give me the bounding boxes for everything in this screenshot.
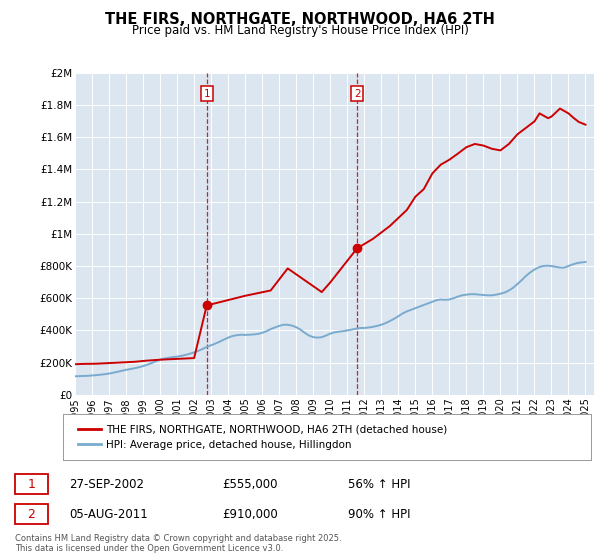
Text: 27-SEP-2002: 27-SEP-2002 <box>69 478 144 491</box>
Text: 56% ↑ HPI: 56% ↑ HPI <box>348 478 410 491</box>
Text: £555,000: £555,000 <box>222 478 277 491</box>
Text: 1: 1 <box>203 88 210 99</box>
Text: THE FIRS, NORTHGATE, NORTHWOOD, HA6 2TH: THE FIRS, NORTHGATE, NORTHWOOD, HA6 2TH <box>105 12 495 27</box>
Text: 2: 2 <box>354 88 361 99</box>
Text: Price paid vs. HM Land Registry's House Price Index (HPI): Price paid vs. HM Land Registry's House … <box>131 24 469 37</box>
Legend: THE FIRS, NORTHGATE, NORTHWOOD, HA6 2TH (detached house), HPI: Average price, de: THE FIRS, NORTHGATE, NORTHWOOD, HA6 2TH … <box>73 421 451 454</box>
Text: 1: 1 <box>27 478 35 491</box>
Text: 2: 2 <box>27 507 35 521</box>
Text: £910,000: £910,000 <box>222 507 278 521</box>
Text: Contains HM Land Registry data © Crown copyright and database right 2025.
This d: Contains HM Land Registry data © Crown c… <box>15 534 341 553</box>
Text: 90% ↑ HPI: 90% ↑ HPI <box>348 507 410 521</box>
Text: 05-AUG-2011: 05-AUG-2011 <box>69 507 148 521</box>
